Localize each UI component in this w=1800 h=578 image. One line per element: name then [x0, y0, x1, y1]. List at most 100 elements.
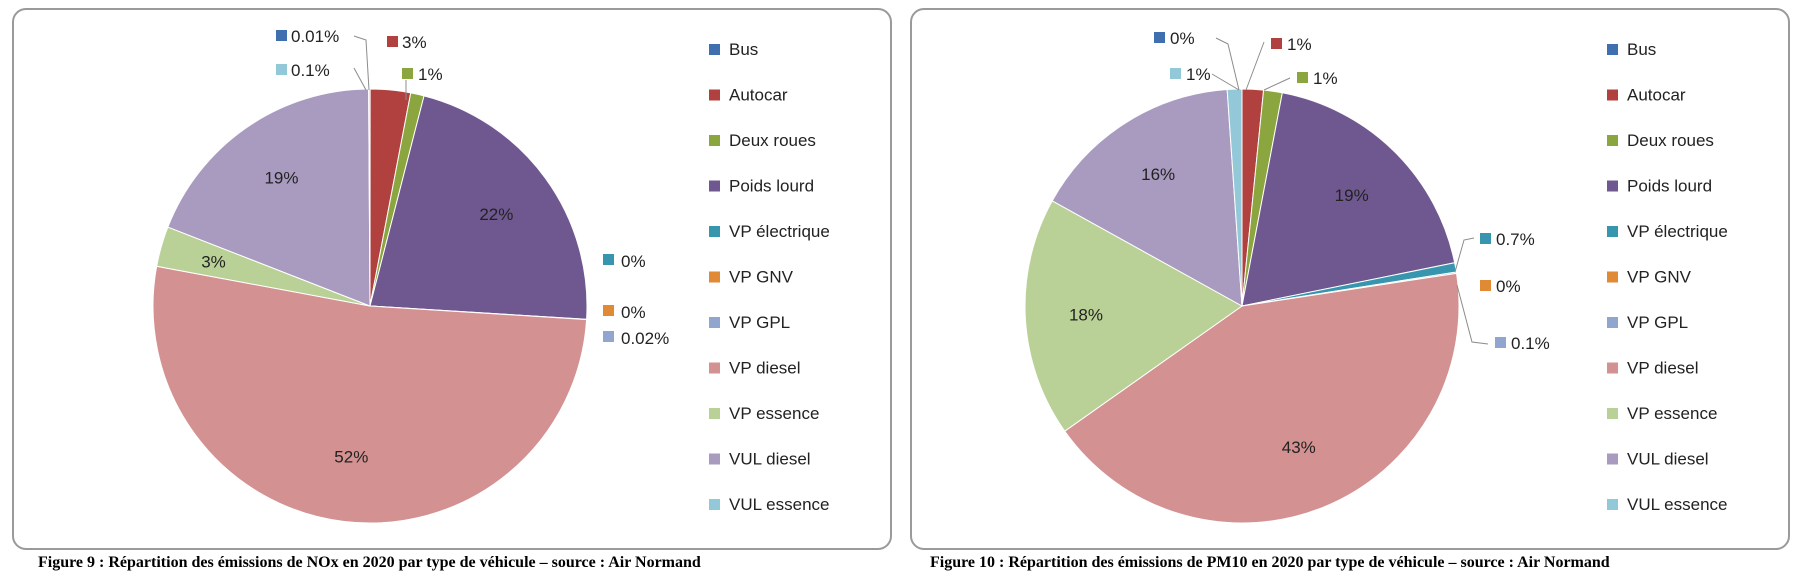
data-label-marker-vul-essence	[1170, 68, 1181, 79]
legend-swatch-vp-lectrique	[1607, 226, 1618, 237]
legend-label-vul-essence: VUL essence	[1627, 495, 1727, 514]
legend-label-autocar: Autocar	[1627, 86, 1686, 105]
legend-swatch-poids-lourd	[709, 180, 720, 192]
data-label-vp-gpl: 0.02%	[621, 329, 669, 348]
pie-data-labels: 0.01% 3% 1% 22% 0% 0% 0.02% 52% 3% 19% 0.1%	[201, 27, 669, 467]
data-label-marker-vp-lectrique	[603, 254, 614, 265]
data-label-vp-gnv: 0%	[1496, 277, 1521, 296]
slice-vp-diesel	[1064, 272, 1460, 524]
slice-vp-diesel	[152, 265, 588, 524]
legend-label-vp-lectrique: VP électrique	[1627, 222, 1728, 241]
legend-label-bus: Bus	[729, 40, 758, 59]
data-label-marker-deux-roues	[1297, 72, 1308, 83]
data-label-bus: 0.01%	[291, 27, 339, 46]
nox-pie-chart: 0.01% 3% 1% 22% 0% 0% 0.02% 52% 3% 19% 0.1% Bus Auto…	[152, 27, 830, 524]
leader-line-autocar	[1245, 41, 1265, 91]
slice-poids-lourd	[1241, 92, 1456, 307]
legend-label-vp-essence: VP essence	[1627, 404, 1717, 423]
legend-swatch-autocar	[709, 89, 720, 101]
legend-label-vp-gpl: VP GPL	[729, 313, 790, 332]
leader-line-vp-lectrique	[1454, 237, 1475, 273]
legend-label-poids-lourd: Poids lourd	[729, 177, 814, 196]
nox-chart-panel: 0.01% 3% 1% 22% 0% 0% 0.02% 52% 3% 19% 0.1% Bus Auto…	[12, 8, 892, 550]
slice-vul-diesel	[167, 88, 371, 307]
legend-label-vp-lectrique: VP électrique	[729, 222, 830, 241]
legend-swatch-vul-essence	[709, 499, 720, 510]
legend-label-vp-diesel: VP diesel	[1627, 359, 1699, 378]
data-label-vp-essence: 3%	[201, 252, 226, 271]
legend-label-vp-gnv: VP GNV	[729, 268, 794, 287]
data-label-marker-vp-gpl	[1495, 337, 1506, 348]
data-label-vul-diesel: 19%	[264, 168, 298, 187]
data-label-deux-roues: 1%	[1313, 69, 1338, 88]
data-label-marker-vp-lectrique	[1480, 233, 1491, 244]
data-label-vp-gnv: 0%	[621, 303, 646, 322]
legend-swatch-deux-roues	[709, 135, 720, 146]
legend-swatch-deux-roues	[1607, 135, 1618, 146]
pie-data-labels: 0% 1%1%19%0.7%0%0.1%43%18%16%1%	[1069, 29, 1550, 457]
slice-vp-essence	[1024, 200, 1243, 432]
legend-label-autocar: Autocar	[729, 86, 788, 105]
leader-line-vul-essence	[1211, 73, 1240, 91]
legend-swatch-vp-diesel	[1607, 362, 1618, 374]
data-label-autocar: 3%	[402, 33, 427, 52]
figure-9-caption: Figure 9 : Répartition des émissions de …	[38, 554, 701, 571]
legend-label-poids-lourd: Poids lourd	[1627, 177, 1712, 196]
data-label-marker-vul-essence	[276, 64, 287, 75]
slice-vul-essence	[1226, 88, 1243, 307]
legend-swatch-vp-gpl	[709, 317, 720, 328]
legend-swatch-poids-lourd	[1607, 180, 1618, 192]
data-label-vp-gpl: 0.1%	[1511, 334, 1550, 353]
pie-slices	[152, 88, 588, 524]
figure-10-caption: Figure 10 : Répartition des émissions de…	[930, 554, 1610, 571]
legend-label-vul-diesel: VUL diesel	[729, 450, 811, 469]
legend-swatch-autocar	[1607, 89, 1618, 101]
data-label-vp-lectrique: 0%	[621, 252, 646, 271]
data-label-vul-essence: 1%	[1186, 65, 1211, 84]
legend-swatch-vul-essence	[1607, 499, 1618, 510]
data-label-marker-deux-roues	[402, 68, 413, 79]
data-label-poids-lourd: 22%	[479, 205, 513, 224]
data-label-deux-roues: 1%	[418, 65, 443, 84]
data-label-marker-vp-gpl	[603, 331, 614, 342]
data-label-vp-essence: 18%	[1069, 306, 1103, 325]
legend-swatch-vp-essence	[1607, 408, 1618, 419]
pie-slices	[1024, 88, 1460, 524]
legend-swatch-vp-gpl	[1607, 317, 1618, 328]
data-label-marker-bus	[1154, 32, 1165, 43]
legend-label-vp-essence: VP essence	[729, 404, 819, 423]
legend-swatch-vp-lectrique	[709, 226, 720, 237]
data-label-bus: 0%	[1170, 29, 1195, 48]
data-label-marker-autocar	[387, 36, 398, 47]
legend-swatch-vp-gnv	[1607, 271, 1618, 283]
legend-swatch-vp-gnv	[709, 271, 720, 283]
data-label-vp-diesel: 52%	[334, 448, 368, 467]
legend: Bus Autocar Deux roues Poids lourd VP électr…	[1607, 40, 1728, 514]
legend-swatch-bus	[1607, 44, 1618, 55]
data-label-autocar: 1%	[1287, 35, 1312, 54]
data-label-marker-vp-gnv	[1480, 280, 1491, 291]
pm10-pie-chart: 0% 1%1%19%0.7%0%0.1%43%18%16%1%BusAutocar…	[1024, 29, 1728, 524]
pm10-chart-panel: 0% 1% 1% 19% 0.7% 0% 0.1% 43% 18% 16% 1% Bus Autocar…	[910, 8, 1790, 550]
legend-label-deux-roues: Deux roues	[729, 131, 816, 150]
data-label-vp-lectrique: 0.7%	[1496, 230, 1535, 249]
leader-line-bus	[353, 35, 370, 91]
leader-line-vul-essence	[353, 67, 367, 91]
legend-swatch-vul-diesel	[1607, 453, 1618, 465]
data-label-vul-essence: 0.1%	[291, 61, 330, 80]
legend-label-vp-diesel: VP diesel	[729, 359, 801, 378]
data-label-marker-vp-gnv	[603, 305, 614, 316]
legend-label-vul-diesel: VUL diesel	[1627, 450, 1709, 469]
legend-swatch-vp-diesel	[709, 362, 720, 374]
data-label-marker-autocar	[1271, 38, 1282, 49]
legend-swatch-vp-essence	[709, 408, 720, 419]
leader-line-deux-roues	[1263, 77, 1291, 91]
data-label-poids-lourd: 19%	[1335, 186, 1369, 205]
data-label-vul-diesel: 16%	[1141, 165, 1175, 184]
legend-label-deux-roues: Deux roues	[1627, 131, 1714, 150]
data-label-marker-bus	[276, 30, 287, 41]
slice-vul-diesel	[1051, 88, 1243, 307]
leader-line-bus	[1215, 37, 1240, 91]
legend-label-vp-gpl: VP GPL	[1627, 313, 1688, 332]
legend-swatch-bus	[709, 44, 720, 55]
